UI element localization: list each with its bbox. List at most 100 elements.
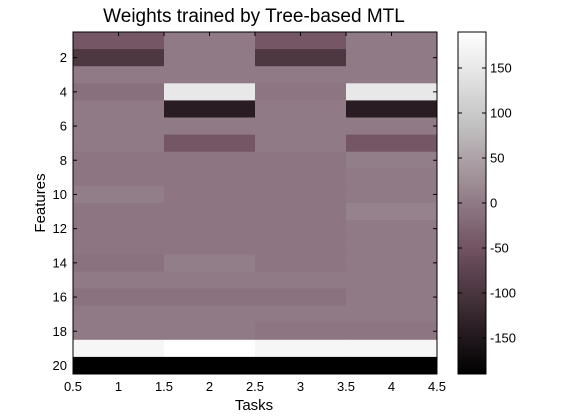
heatmap-cell — [73, 32, 165, 50]
heatmap-cell — [164, 49, 256, 67]
x-axis-ticks: 0.5 1 1.5 2 2.5 3 3.5 4 4.5 — [64, 32, 446, 394]
heatmap-cell — [346, 322, 438, 341]
colorbar-tick-label: -150 — [490, 331, 516, 346]
heatmap-cell — [255, 185, 347, 204]
heatmap-cell — [164, 32, 256, 50]
heatmap-cell — [346, 151, 438, 170]
heatmap-cell — [255, 288, 347, 306]
x-tick-label: 2.5 — [246, 379, 264, 394]
colorbar — [457, 31, 487, 375]
heatmap-cell — [346, 168, 438, 187]
heatmap-cell — [73, 168, 165, 187]
heatmap-cell — [73, 203, 165, 221]
colorbar-tick-label: -100 — [490, 286, 516, 301]
x-axis-label: Tasks — [235, 397, 273, 414]
y-tick-label: 10 — [53, 187, 67, 202]
heatmap-cell — [255, 220, 347, 238]
heatmap-cell — [73, 49, 165, 67]
heatmap-cell — [164, 356, 256, 375]
colorbar-ticks: 150 100 50 0 -50 -100 -150 — [458, 61, 516, 346]
heatmap-cell — [255, 271, 347, 289]
heatmap-cell — [73, 151, 165, 170]
x-tick-label: 4 — [388, 379, 395, 394]
heatmap-cell — [346, 203, 438, 221]
y-axis-ticks: 2 4 6 8 10 12 14 16 18 20 — [53, 50, 437, 373]
heatmap-cell — [346, 134, 438, 153]
heatmap-cell — [255, 83, 347, 101]
heatmap-cell — [73, 305, 165, 324]
heatmap-cell — [346, 100, 438, 118]
colorbar-tick-label: 150 — [490, 61, 512, 76]
heatmap-cell — [346, 339, 438, 358]
heatmap-cell — [164, 237, 256, 255]
heatmap-cell — [164, 134, 256, 153]
x-tick-label: 2 — [206, 379, 213, 394]
heatmap-cell — [255, 100, 347, 118]
y-tick-label: 2 — [60, 50, 67, 65]
heatmap-cell — [73, 254, 165, 272]
heatmap-cell — [73, 220, 165, 238]
heatmap-cell — [73, 66, 165, 84]
heatmap-cell — [73, 185, 165, 204]
y-tick-label: 14 — [53, 255, 67, 270]
heatmap-cell — [164, 185, 256, 204]
heatmap-cell — [255, 117, 347, 135]
heatmap-cell — [346, 32, 438, 50]
x-tick-label: 1.5 — [155, 379, 173, 394]
heatmap-cell — [255, 32, 347, 50]
heatmap-cell — [346, 49, 438, 67]
heatmap-cell — [164, 254, 256, 272]
y-tick-label: 16 — [53, 290, 67, 305]
heatmap-cell — [255, 168, 347, 187]
colorbar-tick-label: 50 — [490, 151, 504, 166]
y-tick-label: 8 — [60, 153, 67, 168]
heatmap-cell — [255, 254, 347, 272]
heatmap-cell — [255, 151, 347, 170]
heatmap-cell — [164, 100, 256, 118]
heatmap-cell — [346, 185, 438, 204]
heatmap-cells — [73, 32, 438, 375]
chart-title: Weights trained by Tree-based MTL — [103, 6, 405, 27]
heatmap-cell — [346, 66, 438, 84]
colorbar-tick-label: -50 — [490, 241, 509, 256]
colorbar-tick-label: 100 — [490, 106, 512, 121]
colorbar-tick-label: 0 — [490, 196, 497, 211]
heatmap-cell — [255, 322, 347, 341]
y-tick-label: 4 — [60, 84, 67, 99]
y-tick-label: 20 — [53, 358, 67, 373]
heatmap-cell — [73, 83, 165, 101]
heatmap-cell — [164, 322, 256, 341]
heatmap-cell — [255, 305, 347, 324]
x-tick-label: 4.5 — [428, 379, 446, 394]
heatmap-cell — [164, 288, 256, 306]
heatmap-cell — [255, 203, 347, 221]
heatmap-cell — [255, 134, 347, 153]
heatmap-cell — [73, 237, 165, 255]
x-tick-label: 3 — [297, 379, 304, 394]
y-tick-label: 6 — [60, 119, 67, 134]
heatmap-cell — [73, 134, 165, 153]
heatmap-cell — [346, 356, 438, 375]
y-tick-label: 18 — [53, 324, 67, 339]
heatmap-cell — [164, 305, 256, 324]
heatmap-cell — [164, 83, 256, 101]
heatmap-cell — [73, 288, 165, 306]
heatmap-cell — [346, 220, 438, 238]
x-tick-label: 0.5 — [64, 379, 82, 394]
heatmap-cell — [255, 339, 347, 358]
x-tick-label: 1 — [115, 379, 122, 394]
heatmap-cell — [255, 66, 347, 84]
heatmap-cell — [164, 271, 256, 289]
heatmap-cell — [346, 254, 438, 272]
heatmap-cell — [164, 151, 256, 170]
heatmap-cell — [73, 100, 165, 118]
heatmap-cell — [164, 339, 256, 358]
heatmap-cell — [346, 117, 438, 135]
heatmap-cell — [346, 237, 438, 255]
heatmap-cell — [73, 356, 165, 375]
heatmap-cell — [346, 288, 438, 306]
heatmap-cell — [346, 271, 438, 289]
heatmap-cell — [255, 49, 347, 67]
heatmap-cell — [164, 203, 256, 221]
